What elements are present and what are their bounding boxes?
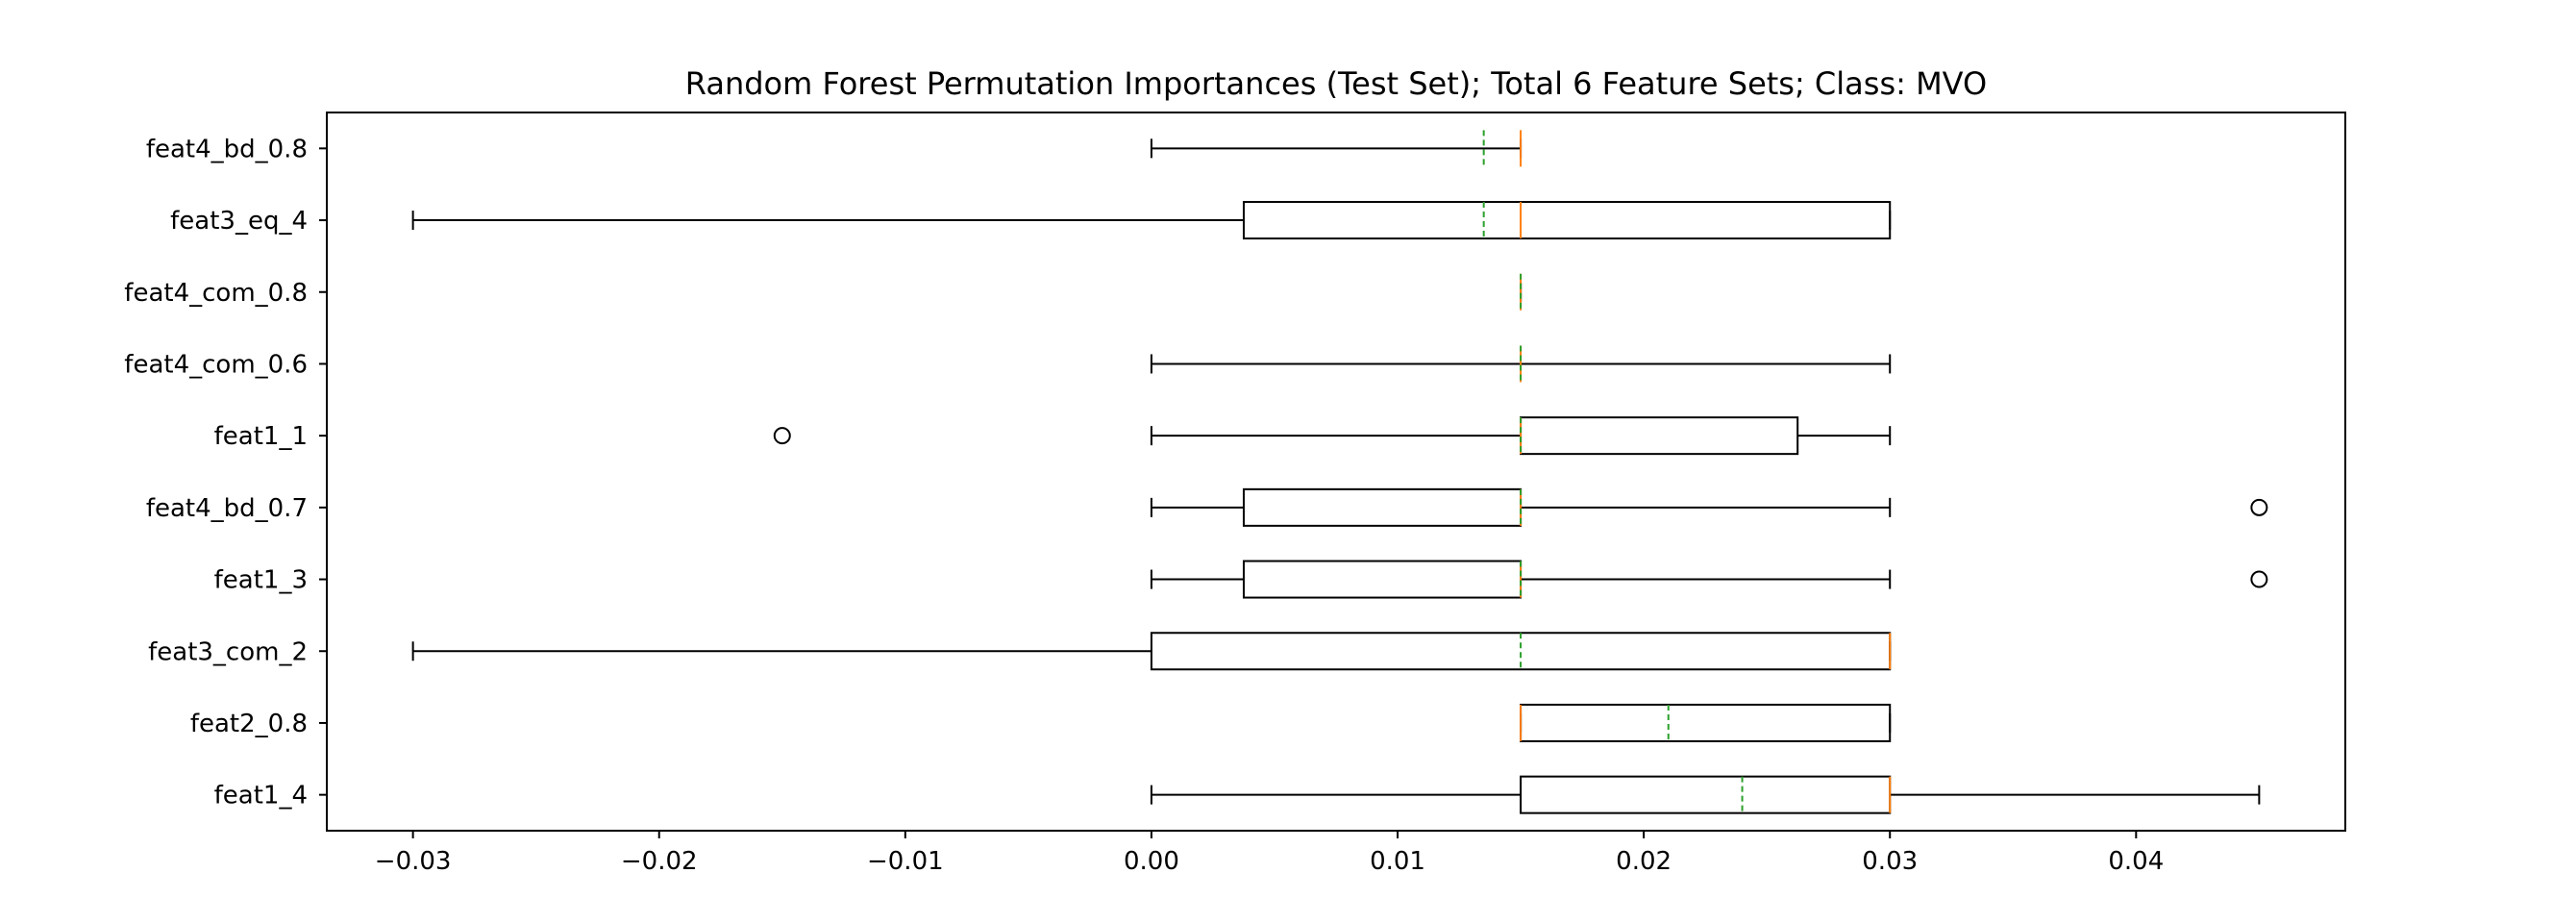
y-tick-label: feat1_1	[214, 422, 308, 451]
y-tick-label: feat1_4	[214, 782, 308, 811]
x-axis: −0.03 −0.02 −0.01 0.00 0.01 0.02 0.03 0.04	[375, 831, 2164, 876]
box-group	[1150, 130, 1523, 167]
x-tick-label: 0.00	[1124, 847, 1179, 876]
y-tick-label: feat3_com_2	[148, 637, 308, 666]
y-tick-label: feat2_0.8	[190, 710, 308, 738]
box-group	[1150, 775, 2261, 814]
box-group	[1520, 703, 1892, 742]
axes-frame	[326, 112, 2346, 832]
outlier-point	[773, 427, 791, 445]
y-tick-label: feat4_bd_0.8	[146, 135, 308, 163]
x-tick-label: −0.03	[375, 847, 452, 876]
chart-title: Random Forest Permutation Importances (T…	[685, 65, 1987, 102]
y-tick-label: feat1_3	[214, 566, 308, 595]
x-tick-label: −0.02	[621, 847, 698, 876]
y-tick-label: feat4_bd_0.7	[146, 494, 308, 523]
outlier-point	[2250, 498, 2268, 516]
y-tick-label: feat4_com_0.6	[124, 350, 308, 379]
plot-marks	[411, 130, 2268, 814]
box-group	[1150, 560, 2268, 599]
box-group	[411, 201, 1892, 240]
x-tick-label: 0.04	[2108, 847, 2164, 876]
y-tick-label: feat3_eq_4	[170, 207, 308, 236]
x-tick-label: 0.03	[1862, 847, 1918, 876]
box-group	[773, 416, 1892, 456]
x-tick-label: 0.01	[1370, 847, 1425, 876]
y-axis: feat1_4 feat2_0.8 feat3_com_2 feat1_3 feat4_…	[124, 135, 327, 811]
box-group	[411, 632, 1892, 671]
iqr-box	[1242, 201, 1892, 240]
outlier-point	[2250, 570, 2268, 588]
box-group	[1150, 345, 1892, 383]
y-tick-label: feat4_com_0.8	[124, 279, 308, 308]
x-tick-label: 0.02	[1616, 847, 1672, 876]
x-tick-label: −0.01	[867, 847, 944, 876]
box-group	[1150, 487, 2268, 527]
